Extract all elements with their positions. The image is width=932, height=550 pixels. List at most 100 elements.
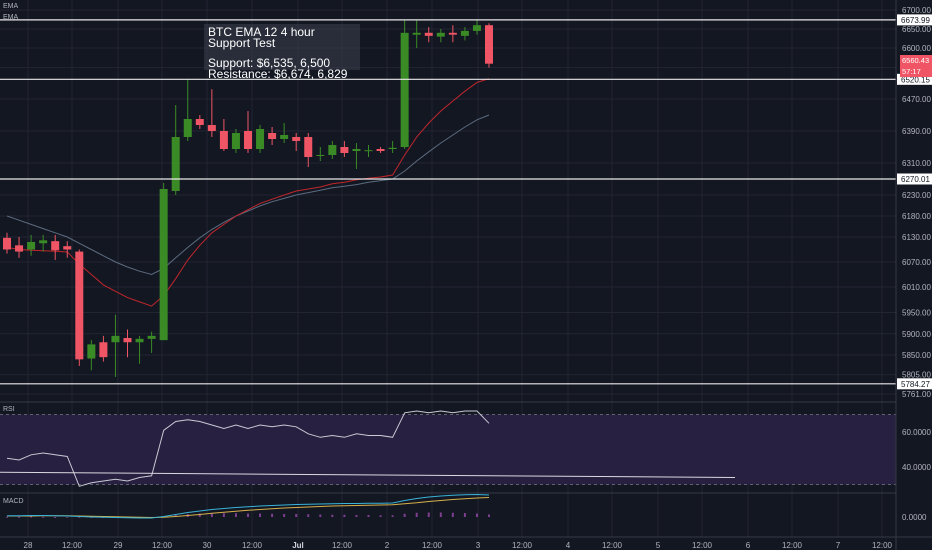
candle — [15, 237, 24, 258]
price-tick-label: 5950.00 — [902, 309, 931, 318]
ema-lines — [6, 78, 490, 307]
macd-hist-bar — [198, 513, 201, 517]
candle — [436, 29, 445, 43]
candle — [219, 119, 228, 151]
macd-hist-bar — [415, 512, 418, 517]
macd-hist-bar — [18, 516, 21, 518]
candle — [75, 249, 84, 366]
time-tick-label: 12:00 — [242, 541, 263, 550]
candle — [485, 23, 493, 68]
candle-body — [485, 25, 493, 64]
price-tick-label: 6600.00 — [902, 44, 931, 53]
time-tick-label: 2 — [385, 541, 390, 550]
candle-body — [27, 242, 36, 250]
time-tick-label: 12:00 — [782, 541, 803, 550]
macd-hist-bar — [247, 513, 249, 517]
candle-body — [135, 338, 144, 343]
macd-hist-bar — [307, 514, 310, 517]
candle-body — [352, 149, 361, 151]
time-tick-label: 12:00 — [512, 541, 533, 550]
level-tag-bg — [897, 378, 932, 390]
time-axis[interactable]: 28 12:00 29 12:00 30 12:00 Jul 12:00 2 12:00 3 12:0… — [24, 541, 893, 550]
time-tick-label: 6 — [746, 541, 751, 550]
time-tick-label: 12:00 — [332, 541, 353, 550]
candle-body — [171, 137, 180, 191]
candle-body — [123, 338, 132, 343]
macd-hist-bar — [451, 512, 454, 517]
price-tick-label: 6180.00 — [902, 212, 931, 221]
rsi-pane: 60.0000 40.0000 — [0, 410, 931, 487]
macd-pane: 0.0000 — [6, 493, 927, 522]
candle — [159, 183, 168, 341]
macd-hist-bar — [6, 516, 8, 518]
candle-body — [388, 147, 397, 149]
candle-body — [292, 137, 301, 141]
ema-indicator-label-2[interactable]: EMA — [3, 14, 19, 21]
price-tick-label: 5761.00 — [902, 390, 931, 399]
price-tick-label: 6310.00 — [902, 159, 931, 168]
macd-hist-bar — [234, 513, 237, 517]
candle-body — [412, 32, 421, 35]
annotation-title: BTC EMA 12 4 hour Support Test — [208, 25, 315, 50]
macd-hist-bar — [331, 514, 334, 517]
candle-body — [304, 137, 313, 157]
macd-hist-bar — [295, 514, 298, 517]
candle — [39, 234, 48, 252]
rsi-line — [6, 410, 490, 487]
candle-body — [75, 251, 84, 360]
level-tag-label: 6520.15 — [901, 75, 930, 84]
candle — [171, 105, 180, 195]
macd-hist-bar — [271, 513, 274, 517]
level-tag-bg — [897, 14, 932, 26]
candle — [388, 141, 397, 153]
main-pane-background — [0, 0, 896, 398]
last-price-tag: 6560.43 — [900, 55, 932, 66]
candle — [244, 111, 252, 153]
candle-body — [147, 335, 156, 339]
annotation-support: Support: $6,535, 6,500 — [208, 56, 331, 70]
candle — [51, 234, 60, 260]
macd-indicator-label[interactable]: MACD — [3, 498, 24, 505]
annotation-callout[interactable]: BTC EMA 12 4 hour Support Test Support: … — [204, 24, 360, 80]
time-tick-label: 3 — [476, 541, 481, 550]
candle — [472, 19, 481, 35]
candle-body — [51, 241, 60, 251]
macd-hist-bar — [259, 513, 262, 517]
time-tick-label: 7 — [836, 541, 841, 550]
candle-body — [340, 147, 349, 153]
macd-hist-bar — [78, 517, 81, 518]
candle-body — [244, 131, 252, 149]
candle-body — [183, 119, 192, 137]
macd-hist-bar — [222, 513, 225, 517]
macd-hist-bar — [463, 513, 466, 517]
candle-body — [15, 245, 24, 252]
candle-body — [159, 189, 168, 341]
macd-tick-label: 0.0000 — [902, 513, 927, 522]
candle-body — [63, 246, 72, 250]
macd-line — [7, 493, 490, 519]
macd-hist-bar — [343, 514, 346, 517]
candles[interactable] — [3, 19, 493, 377]
macd-signal-line — [7, 497, 490, 519]
candle-body — [364, 150, 373, 152]
rsi-band — [0, 414, 896, 485]
countdown-tag: 57:17 — [900, 66, 932, 77]
rsi-tick-label: 60.0000 — [902, 428, 931, 437]
ema-indicator-label-1[interactable]: EMA — [3, 3, 19, 10]
price-tick-label: 6010.00 — [902, 283, 931, 292]
rsi-indicator-label[interactable]: RSI — [3, 406, 15, 413]
level-tag-label: 6673.99 — [901, 16, 930, 25]
candle-body — [268, 133, 277, 139]
annotation-resistance: Resistance: $6,674, 6,829 — [208, 67, 348, 81]
level-tag-bg — [897, 173, 932, 185]
candle-body — [39, 240, 48, 244]
macd-hist-bar — [391, 515, 394, 517]
price-axis[interactable]: 6700.006650.006600.006550.006470.006390.… — [902, 6, 931, 399]
time-tick-label: 28 — [24, 541, 33, 550]
candle — [87, 340, 96, 371]
horizontal-levels[interactable]: 6673.99 6520.15 6270.01 5784.27 — [0, 14, 932, 390]
macd-hist-bar — [379, 515, 382, 517]
candle — [195, 115, 204, 129]
candle-body — [424, 32, 433, 36]
